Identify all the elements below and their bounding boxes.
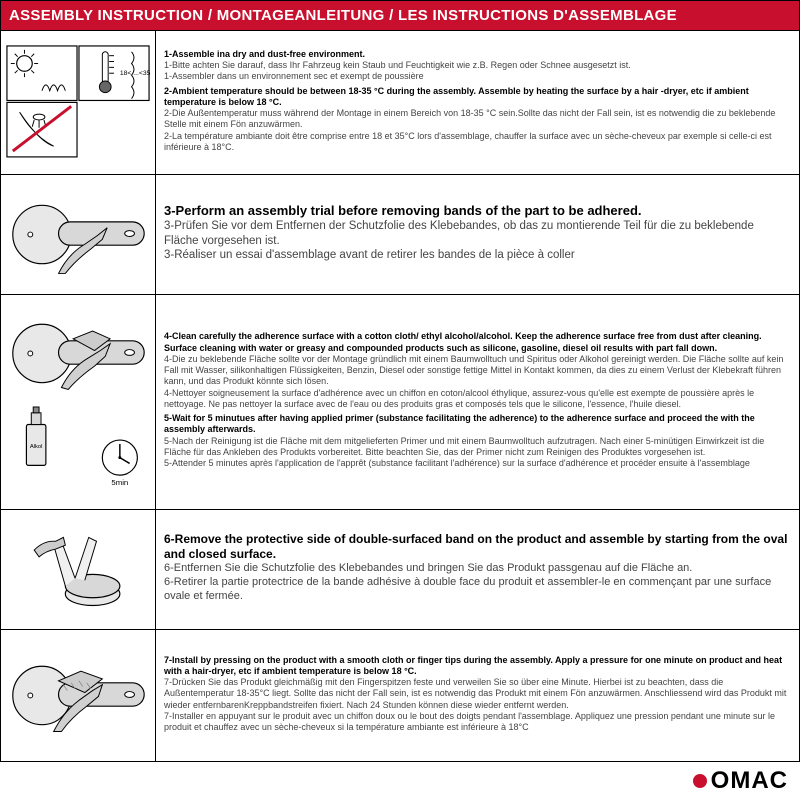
text-cell: 3-Perform an assembly trial before remov… (156, 175, 799, 294)
table-row: 3-Perform an assembly trial before remov… (1, 175, 799, 295)
svg-text:Alkol: Alkol (30, 444, 43, 450)
step-fr: 3-Réaliser un essai d'assemblage avant d… (164, 248, 791, 262)
press-icon (1, 630, 156, 761)
step-de: 2-Die Außentemperatur muss während der M… (164, 108, 791, 131)
step-en: 5-Wait for 5 minutues after having appli… (164, 413, 791, 436)
svg-text:5min: 5min (111, 478, 128, 487)
table-row: 6-Remove the protective side of double-s… (1, 510, 799, 630)
step-en: 2-Ambient temperature should be between … (164, 86, 791, 109)
step-de: 1-Bitte achten Sie darauf, dass Ihr Fahr… (164, 60, 791, 71)
text-cell: 6-Remove the protective side of double-s… (156, 510, 799, 629)
step-en: 7-Install by pressing on the product wit… (164, 655, 791, 678)
logo-dot-icon (693, 774, 707, 788)
table-row: Alkol 5min 4-Clean carefully the adheren… (1, 295, 799, 510)
clean-icon: Alkol 5min (1, 295, 156, 509)
text-cell: 1-Assemble ina dry and dust-free environ… (156, 31, 799, 174)
footer: OMAC (0, 762, 800, 800)
step-de: 6-Entfernen Sie die Schutzfolie des Kleb… (164, 562, 791, 576)
step-en: 1-Assemble ina dry and dust-free environ… (164, 49, 791, 60)
instruction-table: 18< ...<35 C 1-Assemble ina dry and dust… (0, 31, 800, 762)
step-fr: 7-Installer en appuyant sur le produit a… (164, 711, 791, 734)
environment-icon: 18< ...<35 C (1, 31, 156, 174)
step-fr: 2-La température ambiante doit être comp… (164, 131, 791, 154)
text-cell: 4-Clean carefully the adherence surface … (156, 295, 799, 509)
peel-icon (1, 510, 156, 629)
step-en: 6-Remove the protective side of double-s… (164, 532, 791, 562)
step-fr: 6-Retirer la partie protectrice de la ba… (164, 576, 791, 604)
step-fr: 4-Nettoyer soigneusement la surface d'ad… (164, 388, 791, 411)
step-fr: 1-Assembler dans un environnement sec et… (164, 71, 791, 82)
table-row: 18< ...<35 C 1-Assemble ina dry and dust… (1, 31, 799, 175)
logo-text: OMAC (711, 767, 788, 795)
omac-logo: OMAC (693, 767, 788, 795)
step-de: 7-Drücken Sie das Produkt gleichmäßig mi… (164, 677, 791, 711)
trial-icon (1, 175, 156, 294)
step-de: 3-Prüfen Sie vor dem Entfernen der Schut… (164, 219, 791, 248)
step-fr: 5-Attender 5 minutes après l'application… (164, 458, 791, 469)
table-row: 7-Install by pressing on the product wit… (1, 630, 799, 762)
text-cell: 7-Install by pressing on the product wit… (156, 630, 799, 761)
step-de: 5-Nach der Reinigung ist die Fläche mit … (164, 436, 791, 459)
header-title: ASSEMBLY INSTRUCTION / MONTAGEANLEITUNG … (0, 0, 800, 31)
step-de: 4-Die zu beklebende Fläche sollte vor de… (164, 354, 791, 388)
step-en: 3-Perform an assembly trial before remov… (164, 203, 791, 219)
step-en: 4-Clean carefully the adherence surface … (164, 331, 791, 354)
svg-text:18< ...<35 C: 18< ...<35 C (120, 70, 151, 77)
